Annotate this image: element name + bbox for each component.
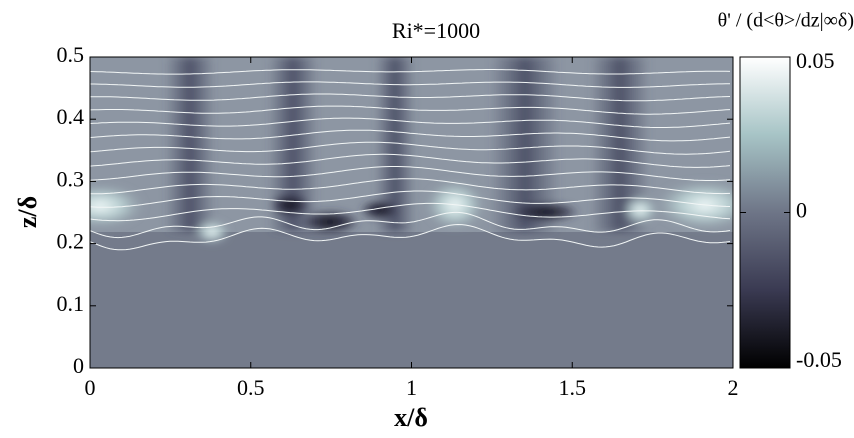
- x-tick-label: 1.5: [559, 375, 587, 400]
- y-tick-label: 0.5: [57, 42, 85, 67]
- field: [90, 57, 733, 368]
- y-tick-label: 0.3: [57, 166, 85, 191]
- y-tick-label: 0: [73, 353, 84, 378]
- isoline: [90, 105, 731, 115]
- chart-title: Ri*=1000: [392, 18, 480, 43]
- isoline: [90, 153, 731, 168]
- x-tick-label: 2: [728, 375, 739, 400]
- y-axis-label: z/δ: [13, 196, 42, 228]
- colorbar-tick-label: -0.05: [796, 347, 842, 372]
- colorbar-tick-label: 0.05: [796, 48, 835, 73]
- isoline: [90, 166, 731, 181]
- isoline: [90, 190, 731, 208]
- y-tick-label: 0.1: [57, 291, 85, 316]
- isoline: [90, 117, 731, 128]
- x-tick-label: 1: [406, 375, 417, 400]
- colorbar-label: θ' / (d<θ>/dz|∞δ): [718, 10, 854, 32]
- isoline: [90, 223, 731, 251]
- isoline: [90, 81, 730, 88]
- isoline: [90, 129, 731, 142]
- colorbar: [739, 56, 791, 369]
- x-axis-label: x/δ: [394, 403, 428, 432]
- x-tick-label: 0: [85, 375, 96, 400]
- isoline: [90, 69, 731, 75]
- isoline: [90, 141, 731, 155]
- colorbar-tick-label: 0: [796, 198, 807, 223]
- isoline: [90, 178, 731, 195]
- isoline: [90, 211, 731, 239]
- y-tick-label: 0.2: [57, 229, 85, 254]
- isoline: [90, 202, 731, 222]
- isoline: [90, 93, 731, 102]
- y-tick-label: 0.4: [57, 104, 85, 129]
- x-tick-label: 0.5: [237, 375, 265, 400]
